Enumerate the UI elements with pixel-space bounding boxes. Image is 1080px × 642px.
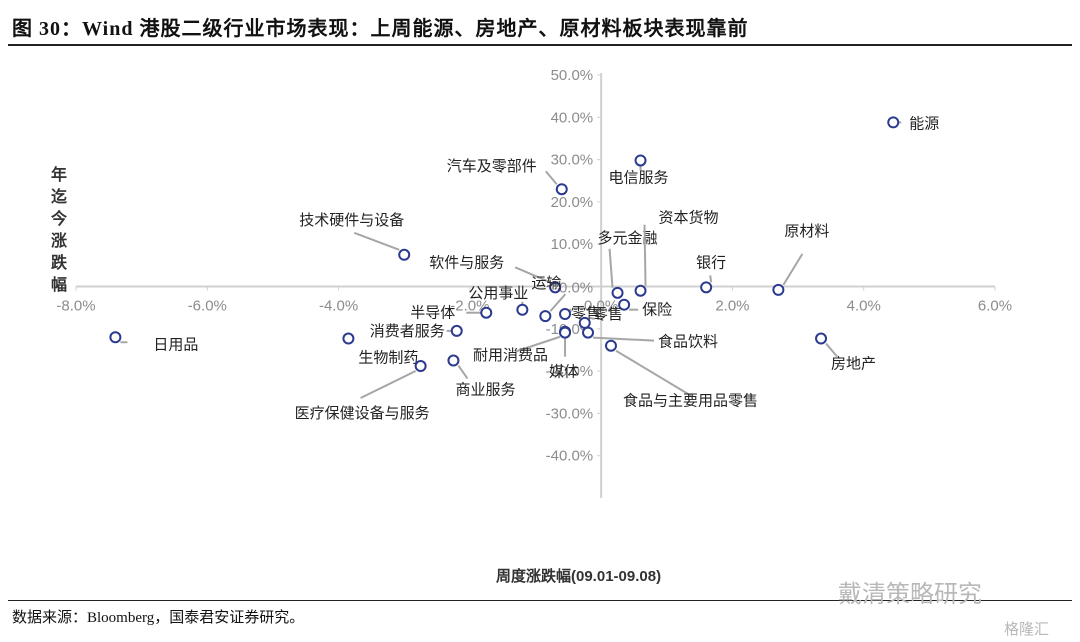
x-tick-label: -8.0% — [56, 298, 95, 315]
point-marker — [582, 326, 595, 339]
leader-line — [544, 170, 558, 185]
point-label: 公用事业 — [468, 284, 528, 302]
point-label: 食品与主要用品零售 — [623, 392, 758, 410]
x-tick-label: -6.0% — [188, 298, 227, 315]
point-marker — [398, 248, 411, 261]
leader-line — [643, 224, 647, 286]
point-marker — [815, 332, 828, 345]
point-label: 汽车及零部件 — [447, 157, 537, 175]
x-tick-label: -4.0% — [319, 298, 358, 315]
point-marker — [611, 286, 624, 299]
point-label: 媒体 — [549, 363, 579, 381]
x-axis-title: 周度涨跌幅(09.01-09.08) — [496, 568, 662, 585]
point-marker — [559, 326, 572, 339]
point-marker — [109, 331, 122, 344]
point-label: 零售 — [571, 304, 601, 322]
gelonghui-watermark: 格隆汇 — [1004, 621, 1050, 638]
y-tick-label: 10.0% — [551, 236, 594, 253]
point-label: 商业服务 — [455, 381, 515, 399]
x-tick-label: 6.0% — [978, 298, 1012, 315]
y-tick-label: 40.0% — [551, 109, 594, 126]
point-label: 房地产 — [831, 355, 876, 373]
point-marker — [634, 284, 647, 297]
point-marker — [447, 354, 460, 367]
leader-line — [615, 349, 692, 397]
point-marker — [559, 307, 572, 320]
point-label: 技术硬件与设备 — [299, 211, 404, 229]
point-label: 零售 — [593, 305, 623, 323]
point-label: 多元金融 — [598, 229, 658, 247]
leader-line — [514, 335, 561, 353]
point-marker — [887, 116, 900, 129]
leader-line — [360, 370, 417, 399]
y-tick-label: -20.0% — [546, 363, 594, 380]
leader-line — [709, 275, 713, 283]
leader-line — [592, 336, 655, 342]
point-label: 保险 — [642, 301, 672, 319]
x-tick-label: 2.0% — [715, 298, 749, 315]
point-label: 食品饮料 — [658, 333, 718, 351]
y-tick-label: 20.0% — [551, 194, 594, 211]
point-marker — [578, 316, 591, 329]
point-marker — [549, 281, 562, 294]
point-label: 生物制药 — [358, 349, 418, 367]
point-marker — [634, 154, 647, 167]
y-tick-label: -30.0% — [546, 405, 594, 422]
y-tick-label: -40.0% — [546, 448, 594, 465]
figure-title: 图 30：Wind 港股二级行业市场表现：上周能源、房地产、原材料板块表现靠前 — [12, 18, 749, 40]
leader-line — [589, 316, 595, 320]
point-marker — [700, 281, 713, 294]
point-label: 资本货物 — [659, 209, 719, 227]
point-label: 消费者服务 — [370, 322, 445, 340]
y-tick-label: 50.0% — [551, 67, 594, 84]
point-label: 原材料 — [784, 222, 829, 240]
point-marker — [539, 310, 552, 323]
point-label: 能源 — [909, 114, 939, 132]
point-marker — [414, 360, 427, 373]
point-label: 银行 — [696, 253, 726, 271]
point-label: 耐用消费品 — [473, 346, 548, 364]
point-marker — [516, 303, 529, 316]
y-tick-label: 30.0% — [551, 152, 594, 169]
x-tick-label: 4.0% — [847, 298, 881, 315]
point-label: 半导体 — [410, 304, 455, 322]
leader-line — [549, 293, 567, 312]
leader-line — [457, 364, 469, 380]
point-label: 电信服务 — [609, 168, 669, 186]
wechat-watermark: 戴清策略研究 — [838, 581, 982, 608]
top-rule — [8, 44, 1072, 46]
leader-line — [782, 253, 804, 286]
point-label: 软件与服务 — [429, 253, 504, 271]
leader-line — [569, 308, 572, 313]
x-tick-label: -2.0% — [450, 298, 489, 315]
source-note: 数据来源：Bloomberg，国泰君安证券研究。 — [12, 610, 305, 626]
x-tick-label: 0.0% — [584, 298, 618, 315]
point-marker — [342, 332, 355, 345]
point-marker — [450, 324, 463, 337]
point-marker — [772, 283, 785, 296]
point-marker — [480, 306, 493, 319]
scatter-chart: -8.0% -6.0% -4.0% -2.0% 0.0% 2.0% 4.0% 6.0% 50.0… — [56, 67, 1012, 498]
point-marker — [604, 339, 617, 352]
point-label: 医疗保健设备与服务 — [295, 404, 430, 422]
leader-line — [353, 231, 400, 251]
point-label: 日用品 — [153, 335, 198, 353]
leader-line — [514, 266, 551, 284]
y-tick-label: 0.0% — [559, 280, 593, 297]
point-marker — [618, 298, 631, 311]
point-marker — [555, 183, 568, 196]
leader-line — [608, 248, 614, 288]
leader-line — [825, 342, 838, 358]
y-axis-title: 年迄今涨跌幅 — [50, 167, 67, 294]
point-label: 运输 — [531, 274, 561, 292]
bottom-rule — [8, 600, 1072, 601]
